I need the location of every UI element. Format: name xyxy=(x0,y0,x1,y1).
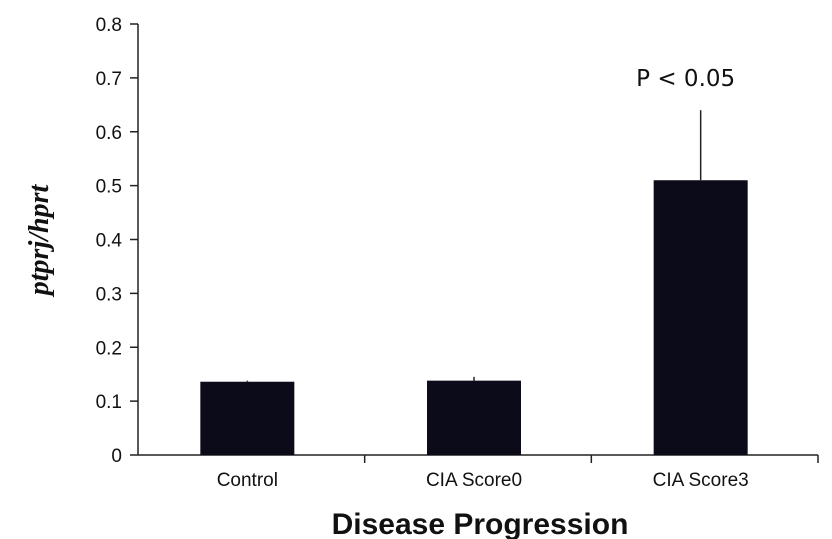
y-tick-label: 0.6 xyxy=(96,123,122,144)
x-tick-label: Control xyxy=(217,470,278,491)
error-bars xyxy=(246,110,702,382)
x-axis-label: Disease Progression xyxy=(332,508,629,539)
bar-control xyxy=(200,381,295,455)
y-tick-label: 0.1 xyxy=(96,392,122,413)
y-tick-label: 0 xyxy=(111,446,122,467)
bars xyxy=(200,180,748,456)
y-axis-label: ptprj/hprt xyxy=(24,184,55,298)
bar-cia-score0 xyxy=(427,380,521,455)
x-tick-label: CIA Score3 xyxy=(653,470,749,491)
x-axis: Control CIA Score0 CIA Score3 xyxy=(138,454,819,491)
y-tick-label: 0.5 xyxy=(96,177,122,198)
significance-annotation: P < 0.05 xyxy=(636,66,735,92)
bar-cia-score3 xyxy=(653,180,748,456)
y-tick-label: 0.3 xyxy=(96,284,122,305)
y-tick-label: 0.2 xyxy=(96,338,122,359)
y-tick-label: 0.8 xyxy=(96,15,122,36)
x-tick-label: CIA Score0 xyxy=(426,470,522,491)
y-tick-label: 0.7 xyxy=(96,69,122,90)
y-tick-label: 0.4 xyxy=(96,231,123,252)
y-axis: 0 0.1 0.2 0.3 0.4 0.5 0.6 0.7 0.8 xyxy=(96,15,139,467)
